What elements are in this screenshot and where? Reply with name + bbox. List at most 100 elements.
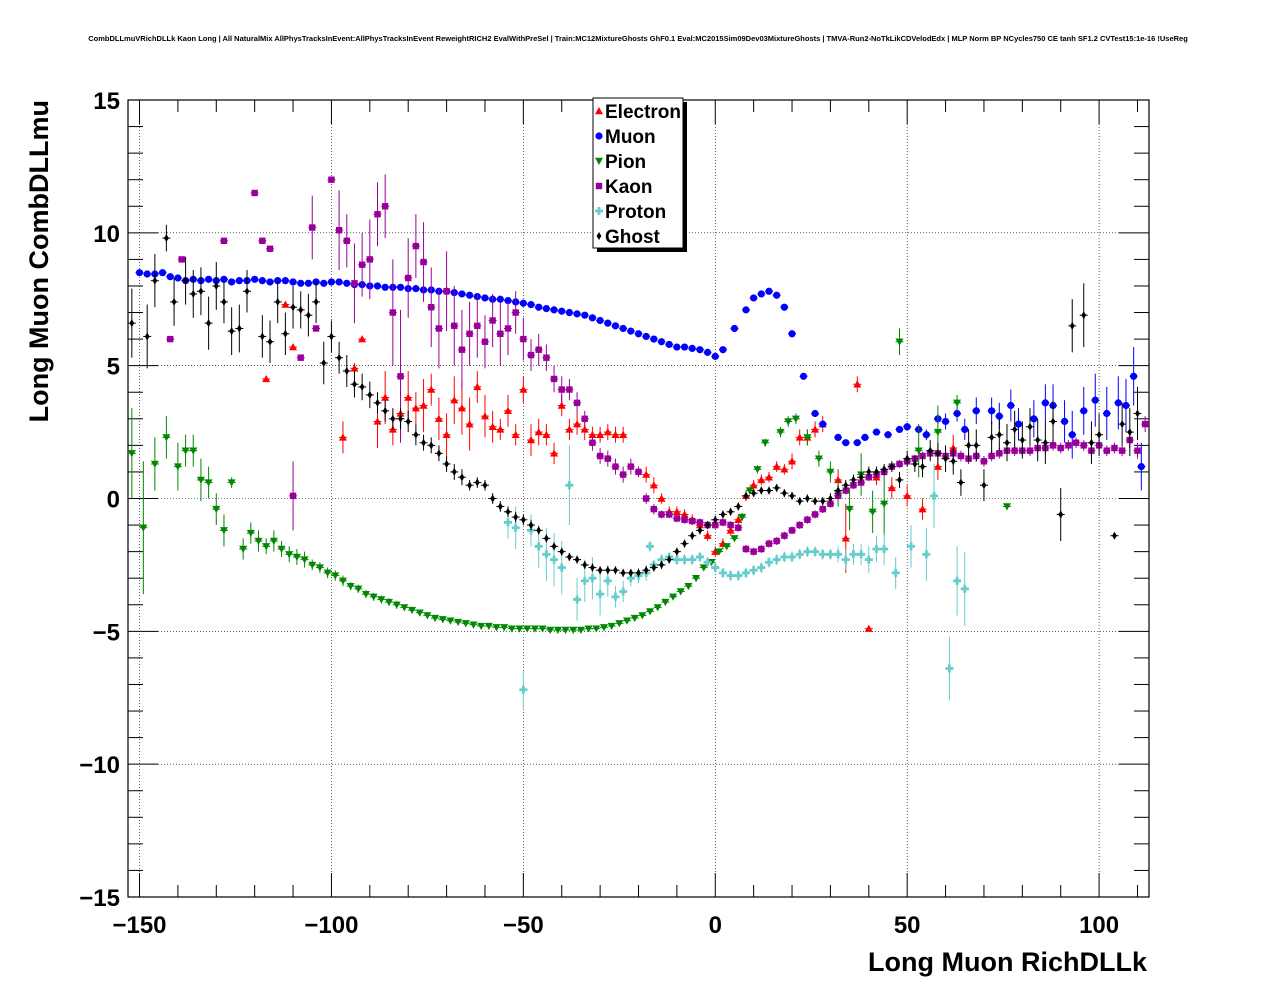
marker bbox=[381, 393, 390, 401]
pion-point bbox=[385, 598, 394, 607]
pion-point bbox=[262, 538, 271, 555]
ghost-point bbox=[1033, 418, 1042, 462]
marker bbox=[589, 439, 596, 446]
marker bbox=[650, 335, 658, 343]
marker bbox=[323, 569, 332, 577]
marker bbox=[542, 304, 550, 313]
marker bbox=[435, 325, 443, 332]
marker bbox=[166, 273, 174, 281]
ghost-point bbox=[772, 483, 781, 492]
ghost-point bbox=[327, 320, 336, 353]
marker bbox=[259, 332, 265, 341]
ghost-point bbox=[918, 455, 927, 478]
ghost-point bbox=[811, 497, 820, 506]
marker bbox=[730, 535, 739, 543]
muon-point bbox=[373, 282, 382, 290]
muon-point bbox=[588, 314, 597, 322]
pion-point bbox=[285, 546, 294, 563]
marker bbox=[676, 588, 685, 596]
marker bbox=[354, 585, 363, 593]
marker bbox=[734, 515, 743, 523]
marker bbox=[895, 338, 904, 346]
marker bbox=[980, 458, 988, 465]
marker bbox=[720, 510, 726, 519]
marker bbox=[505, 507, 511, 516]
muon-point bbox=[788, 330, 797, 338]
proton-point bbox=[703, 556, 712, 568]
marker bbox=[503, 518, 512, 527]
marker bbox=[895, 425, 904, 434]
marker bbox=[1122, 401, 1130, 410]
marker bbox=[331, 572, 340, 580]
marker bbox=[189, 447, 198, 455]
electron-point bbox=[780, 463, 789, 475]
marker bbox=[646, 608, 655, 616]
marker bbox=[588, 314, 597, 322]
pion-point bbox=[538, 625, 547, 633]
muon-point bbox=[204, 275, 213, 283]
ghost-point bbox=[695, 526, 704, 535]
marker bbox=[780, 303, 788, 311]
muon-point bbox=[266, 278, 275, 286]
electron-point bbox=[550, 442, 559, 464]
kaon-point bbox=[1079, 440, 1088, 451]
marker bbox=[884, 431, 892, 439]
ghost-point bbox=[319, 341, 328, 385]
marker bbox=[634, 330, 643, 338]
electron-point bbox=[603, 424, 612, 441]
pion-point bbox=[653, 604, 662, 612]
marker bbox=[236, 324, 242, 333]
marker bbox=[262, 374, 271, 383]
marker bbox=[981, 481, 987, 490]
kaon-point bbox=[388, 259, 397, 366]
ghost-point bbox=[442, 455, 451, 472]
proton-point bbox=[711, 562, 720, 573]
pion-point bbox=[914, 424, 923, 478]
proton-point bbox=[960, 551, 969, 627]
marker bbox=[451, 322, 458, 330]
marker bbox=[680, 555, 689, 564]
marker bbox=[864, 624, 873, 632]
ghost-point bbox=[196, 267, 205, 316]
pion-point bbox=[814, 450, 823, 467]
marker bbox=[412, 242, 420, 250]
ghost-point bbox=[926, 440, 935, 462]
marker bbox=[431, 614, 440, 623]
muon-point bbox=[953, 405, 962, 422]
marker bbox=[726, 526, 735, 534]
ghost-point bbox=[1079, 283, 1088, 348]
muon-point bbox=[818, 420, 827, 428]
marker bbox=[551, 542, 557, 551]
marker bbox=[818, 550, 827, 559]
kaon-point bbox=[1072, 437, 1081, 449]
marker bbox=[584, 625, 593, 633]
proton-point bbox=[680, 554, 689, 565]
marker bbox=[150, 460, 159, 468]
marker bbox=[582, 560, 588, 569]
pion-point bbox=[515, 625, 524, 633]
kaon-point bbox=[979, 455, 988, 467]
marker bbox=[567, 552, 572, 561]
ghost-point bbox=[642, 566, 651, 575]
marker bbox=[436, 449, 442, 458]
marker bbox=[781, 532, 788, 539]
legend-marker bbox=[595, 182, 603, 190]
kaon-point bbox=[503, 301, 512, 356]
pion-point bbox=[346, 582, 355, 591]
ghost-point bbox=[857, 471, 866, 483]
electron-point bbox=[519, 376, 528, 403]
muon-point bbox=[1014, 408, 1023, 441]
marker bbox=[988, 452, 995, 460]
marker bbox=[411, 404, 420, 412]
pion-point bbox=[323, 567, 332, 579]
kaon-point bbox=[350, 243, 359, 324]
marker bbox=[715, 548, 724, 556]
y-tick-label: 15 bbox=[93, 88, 120, 115]
pion-point bbox=[423, 612, 432, 620]
marker bbox=[346, 582, 355, 591]
ghost-point bbox=[672, 547, 681, 556]
marker bbox=[496, 425, 505, 433]
marker bbox=[553, 626, 562, 635]
marker bbox=[814, 455, 823, 463]
muon-point bbox=[665, 340, 674, 349]
